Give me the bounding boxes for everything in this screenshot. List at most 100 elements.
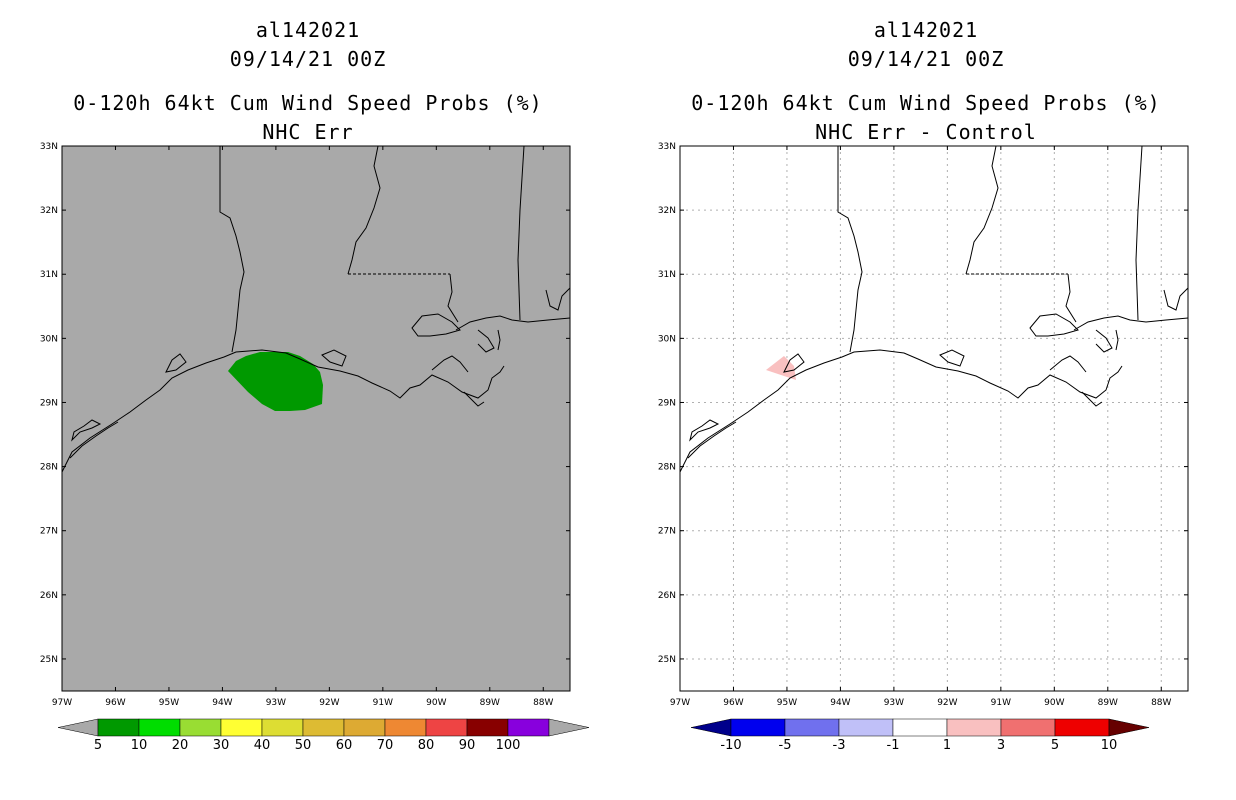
right-map-background <box>680 146 1188 691</box>
lat-tick-label: 29N <box>40 398 58 408</box>
right-state-borders <box>837 145 1189 353</box>
colorbar-label: 80 <box>418 738 435 753</box>
lon-tick-label: 90W <box>426 698 446 708</box>
colorbar-label: 5 <box>94 738 102 753</box>
colorbar-swatch <box>838 718 894 737</box>
right-map: 97W 96W 95W 94W 93W 92W 91W 90W 89W 88W 25N 26N 27N 2… <box>658 142 1189 753</box>
colorbar-swatch <box>1000 718 1056 737</box>
lat-tick-label: 31N <box>40 270 58 280</box>
colorbar-label: 90 <box>459 738 476 753</box>
lat-tick-label: 27N <box>40 527 58 537</box>
colorbar-swatch <box>138 718 181 737</box>
right-gridlines <box>680 146 1188 691</box>
colorbar-label: 60 <box>336 738 353 753</box>
lat-tick-label: 26N <box>658 591 676 601</box>
right-colorbar: -10 -5 -3 -1 1 3 5 10 <box>690 718 1150 753</box>
lat-tick-label: 30N <box>658 334 676 344</box>
colorbar-swatch <box>302 718 345 737</box>
lon-tick-label: 94W <box>830 698 850 708</box>
colorbar-label: 10 <box>1101 738 1118 753</box>
lat-tick-label: 26N <box>40 591 58 601</box>
lon-tick-label: 97W <box>52 698 72 708</box>
lat-tick-label: 32N <box>40 206 58 216</box>
lat-tick-label: 32N <box>658 206 676 216</box>
colorbar-label: 40 <box>254 738 271 753</box>
right-storm-id: al142021 <box>873 18 979 42</box>
left-state-borders <box>219 145 571 353</box>
colorbar-label: 20 <box>172 738 189 753</box>
colorbar-label: -3 <box>833 738 846 753</box>
colorbar-label: 50 <box>295 738 312 753</box>
right-axis-ticks: 97W 96W 95W 94W 93W 92W 91W 90W 89W 88W 25N 26N 27N 2… <box>658 142 1188 708</box>
colorbar-swatch <box>466 718 509 737</box>
lon-tick-label: 95W <box>777 698 797 708</box>
lat-tick-label: 28N <box>40 463 58 473</box>
left-subtitle: NHC Err <box>262 120 354 144</box>
probability-contour-area <box>228 352 323 411</box>
lon-tick-label: 89W <box>1098 698 1118 708</box>
colorbar-label: 10 <box>131 738 148 753</box>
lon-tick-label: 92W <box>937 698 957 708</box>
left-map-frame <box>61 145 571 692</box>
left-axis-ticks: 97W 96W 95W 94W 93W 92W 91W 90W 89W 88W 25N 26N 27N 2… <box>40 142 570 708</box>
lon-tick-label: 97W <box>670 698 690 708</box>
lon-tick-label: 93W <box>266 698 286 708</box>
colorbar-label: 30 <box>213 738 230 753</box>
colorbar-below-arrow <box>690 718 732 737</box>
colorbar-swatch <box>343 718 386 737</box>
left-colorbar: 5 10 20 30 40 50 60 70 80 90 100 <box>57 718 590 753</box>
left-map-background <box>62 146 570 691</box>
lon-tick-label: 89W <box>480 698 500 708</box>
colorbar-swatch <box>507 718 550 737</box>
lon-tick-label: 96W <box>723 698 743 708</box>
colorbar-swatch <box>220 718 263 737</box>
colorbar-label: 5 <box>1051 738 1059 753</box>
colorbar-swatch <box>179 718 222 737</box>
lon-tick-label: 93W <box>884 698 904 708</box>
lat-tick-label: 28N <box>658 463 676 473</box>
colorbar-label: 100 <box>496 738 521 753</box>
right-coastline <box>679 313 1189 473</box>
colorbar-label: -10 <box>720 738 741 753</box>
colorbar-swatch <box>1054 718 1110 737</box>
left-coastline <box>61 313 571 473</box>
colorbar-swatch <box>946 718 1002 737</box>
left-map: 97W 96W 95W 94W 93W 92W 91W 90W 89W 88W 25N 26N 27N 2… <box>40 142 590 753</box>
right-map-frame <box>679 145 1189 692</box>
lon-tick-label: 90W <box>1044 698 1064 708</box>
colorbar-above-arrow <box>1108 718 1150 737</box>
colorbar-swatch <box>892 718 948 737</box>
colorbar-swatch <box>97 718 140 737</box>
lat-tick-label: 33N <box>658 142 676 152</box>
colorbar-label: 1 <box>943 738 951 753</box>
lat-tick-label: 27N <box>658 527 676 537</box>
colorbar-below-arrow <box>57 718 99 737</box>
left-datetime: 09/14/21 00Z <box>229 47 387 71</box>
colorbar-label: -1 <box>887 738 900 753</box>
colorbar-swatch <box>784 718 840 737</box>
lon-tick-label: 94W <box>212 698 232 708</box>
lon-tick-label: 95W <box>159 698 179 708</box>
right-subtitle: NHC Err - Control <box>815 120 1037 144</box>
lon-tick-label: 88W <box>1151 698 1171 708</box>
right-product-title: 0-120h 64kt Cum Wind Speed Probs (%) <box>691 91 1161 115</box>
colorbar-label: 3 <box>997 738 1005 753</box>
right-datetime: 09/14/21 00Z <box>847 47 1005 71</box>
lat-tick-label: 31N <box>658 270 676 280</box>
lat-tick-label: 25N <box>658 655 676 665</box>
lat-tick-label: 29N <box>658 398 676 408</box>
lat-tick-label: 30N <box>40 334 58 344</box>
lon-tick-label: 91W <box>991 698 1011 708</box>
lon-tick-label: 88W <box>533 698 553 708</box>
lon-tick-label: 92W <box>319 698 339 708</box>
colorbar-swatch <box>384 718 427 737</box>
left-product-title: 0-120h 64kt Cum Wind Speed Probs (%) <box>73 91 543 115</box>
lon-tick-label: 91W <box>373 698 393 708</box>
lat-tick-label: 33N <box>40 142 58 152</box>
colorbar-above-arrow <box>548 718 590 737</box>
lon-tick-label: 96W <box>105 698 125 708</box>
colorbar-label: -5 <box>779 738 792 753</box>
lat-tick-label: 25N <box>40 655 58 665</box>
colorbar-swatch <box>261 718 304 737</box>
colorbar-swatch <box>730 718 786 737</box>
